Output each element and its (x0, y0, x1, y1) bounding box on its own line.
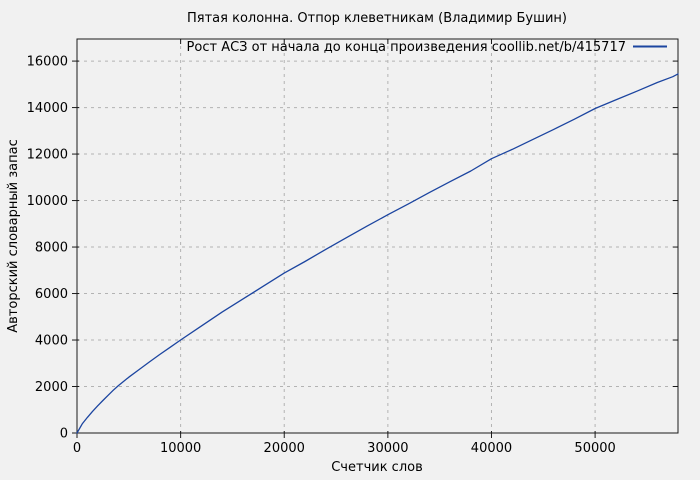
y-tick-label: 10000 (27, 194, 68, 209)
x-axis-label: Счетчик слов (331, 460, 423, 475)
legend: Рост АСЗ от начала до конца произведения… (187, 40, 667, 55)
plot-area: 0 10000 20000 30000 40000 50000 0 2000 4000 6000 8… (27, 38, 679, 456)
legend-label: Рост АСЗ от начала до конца произведения… (187, 40, 626, 55)
chart-title: Пятая колонна. Отпор клеветникам (Владим… (187, 11, 567, 26)
plot-border (76, 38, 679, 434)
y-tick-label: 6000 (35, 287, 68, 302)
x-tick-label: 50000 (574, 441, 615, 456)
y-tick-label: 0 (60, 427, 68, 442)
y-tick-label: 2000 (35, 380, 68, 395)
y-axis-label: Авторский словарный запас (6, 139, 21, 333)
x-tick-label: 0 (73, 441, 81, 456)
y-tick-label: 4000 (35, 334, 68, 349)
x-tick-label: 10000 (160, 441, 201, 456)
x-tick-label: 30000 (367, 441, 408, 456)
y-tick-label: 12000 (27, 148, 68, 163)
y-tick-label: 14000 (27, 101, 68, 116)
y-tick-label: 8000 (35, 241, 68, 256)
x-tick-label: 40000 (471, 441, 512, 456)
y-tick-label: 16000 (27, 55, 68, 70)
series-line (76, 73, 679, 434)
x-tick-label: 20000 (264, 441, 305, 456)
